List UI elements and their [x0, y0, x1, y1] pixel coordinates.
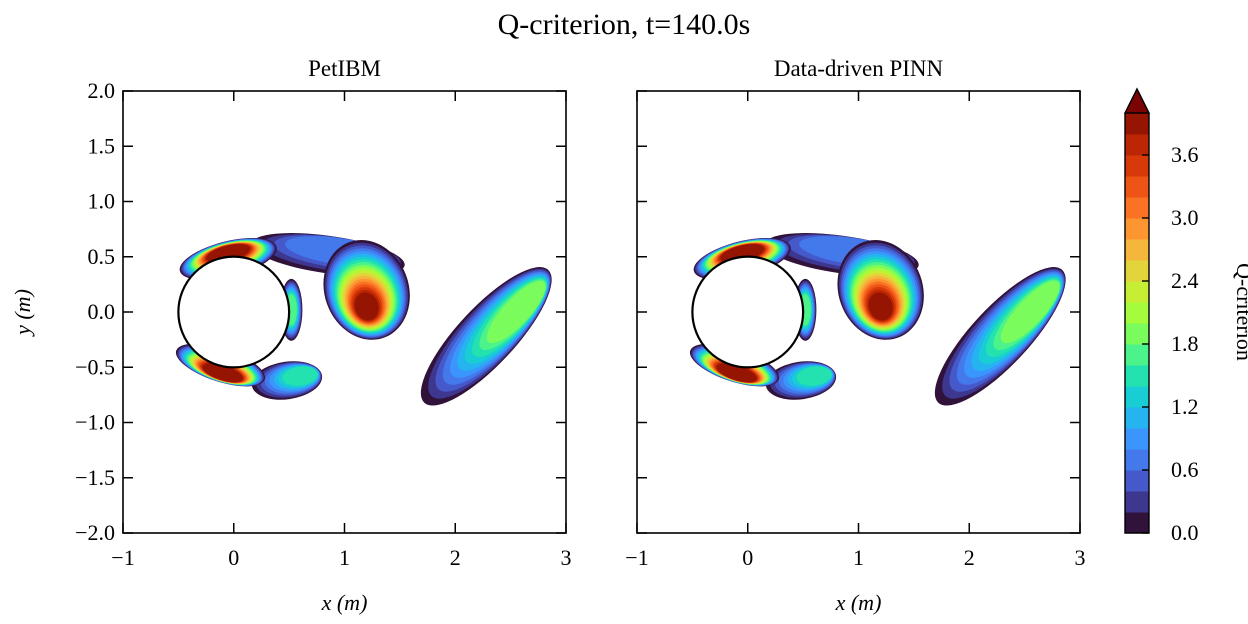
colorbar-tick-label: 2.4: [1171, 268, 1199, 293]
colorbar-level: [1125, 428, 1149, 450]
colorbar-tick-label: 0.0: [1171, 520, 1199, 545]
x-tick-label: 2: [964, 545, 975, 570]
y-axis-ticks: 2.0 1.5 1.0 0.5 0.0 −0.5 −1.0 −1.5 −2.0: [75, 78, 566, 545]
colorbar: 0.0 0.6 1.2 1.8 2.4 3.0 3.6 Q-criterion: [1123, 87, 1248, 545]
x-tick-label: 1: [853, 545, 864, 570]
colorbar-level: [1125, 260, 1149, 282]
panel-pinn: Data-driven PINN −1 0 1 2 3 x (m): [625, 56, 1085, 615]
cylinder: [691, 255, 805, 369]
colorbar-tick-label: 3.6: [1171, 142, 1199, 167]
contour-level: [1000, 280, 1060, 344]
panel-petibm: PetIBM −1 0 1 2 3 2.0 1.5 1.0 0.5 0.0 −0.5 −1.0 −1.…: [10, 56, 572, 615]
contour-level: [796, 366, 832, 386]
lower-small-vortex: [765, 361, 837, 400]
colorbar-level: [1125, 449, 1149, 471]
colorbar-tick-label: 1.2: [1171, 394, 1199, 419]
colorbar-label: Q-criterion: [1232, 263, 1248, 361]
y-tick-label: 1.5: [88, 133, 116, 158]
x-tick-label: 2: [450, 545, 461, 570]
colorbar-tick-label: 1.8: [1171, 331, 1199, 356]
panel-title: Data-driven PINN: [774, 56, 944, 81]
panel-title: PetIBM: [308, 56, 381, 81]
contour-level: [202, 363, 243, 383]
y-tick-label: −1.5: [75, 465, 115, 490]
arc-vortex: [323, 240, 410, 340]
y-tick-label: 2.0: [88, 78, 116, 103]
colorbar-level: [1125, 134, 1149, 156]
colorbar-level: [1125, 281, 1149, 303]
x-tick-label: 0: [228, 545, 239, 570]
x-axis-label: x (m): [835, 590, 882, 615]
colorbar-outline: [1124, 113, 1150, 534]
colorbar-ticks: 0.0 0.6 1.2 1.8 2.4 3.0 3.6: [1142, 142, 1199, 545]
y-tick-label: −0.5: [75, 354, 115, 379]
colorbar-level: [1125, 512, 1149, 534]
colorbar-level: [1125, 197, 1149, 219]
x-tick-label: 3: [1075, 545, 1086, 570]
y-tick-label: 0.0: [88, 299, 116, 324]
colorbar-extend-arrow: [1123, 87, 1151, 114]
x-axis-ticks: −1 0 1 2 3: [625, 90, 1086, 570]
colorbar-tick-label: 3.0: [1171, 205, 1199, 230]
colorbar-level: [1125, 218, 1149, 240]
x-tick-label: 3: [561, 545, 572, 570]
y-tick-label: −2.0: [75, 520, 115, 545]
colorbar-level: [1125, 155, 1149, 177]
contour-level: [868, 292, 893, 321]
x-tick-label: 0: [742, 545, 753, 570]
colorbar-level: [1125, 344, 1149, 366]
y-tick-label: 0.5: [88, 244, 116, 269]
colorbar-level: [1125, 239, 1149, 261]
downstream-vortex: [420, 267, 552, 406]
colorbar-tick-label: 0.6: [1171, 457, 1199, 482]
colorbar-level: [1125, 323, 1149, 345]
colorbar-level: [1125, 113, 1149, 135]
downstream-vortex: [934, 267, 1066, 406]
arc-vortex: [837, 240, 924, 340]
colorbar-level: [1125, 176, 1149, 198]
x-tick-label: −1: [111, 545, 134, 570]
contour-level: [282, 366, 318, 386]
x-tick-label: −1: [625, 545, 648, 570]
x-axis-label: x (m): [321, 590, 368, 615]
colorbar-level: [1125, 470, 1149, 492]
colorbar-level: [1125, 491, 1149, 513]
colorbar-level: [1125, 407, 1149, 429]
x-tick-label: 1: [339, 545, 350, 570]
contour-level: [354, 292, 379, 321]
lower-small-vortex: [251, 361, 323, 400]
y-tick-label: −1.0: [75, 410, 115, 435]
colorbar-level: [1125, 302, 1149, 324]
figure-title: Q-criterion, t=140.0s: [498, 8, 751, 41]
contour-level: [716, 363, 757, 383]
colorbar-levels: [1123, 87, 1151, 534]
contour-level: [486, 280, 546, 344]
y-axis-label: y (m): [10, 289, 35, 337]
x-axis-ticks: −1 0 1 2 3: [111, 91, 572, 570]
cylinder: [177, 255, 291, 369]
colorbar-level: [1125, 365, 1149, 387]
colorbar-level: [1125, 386, 1149, 408]
y-tick-label: 1.0: [88, 189, 116, 214]
